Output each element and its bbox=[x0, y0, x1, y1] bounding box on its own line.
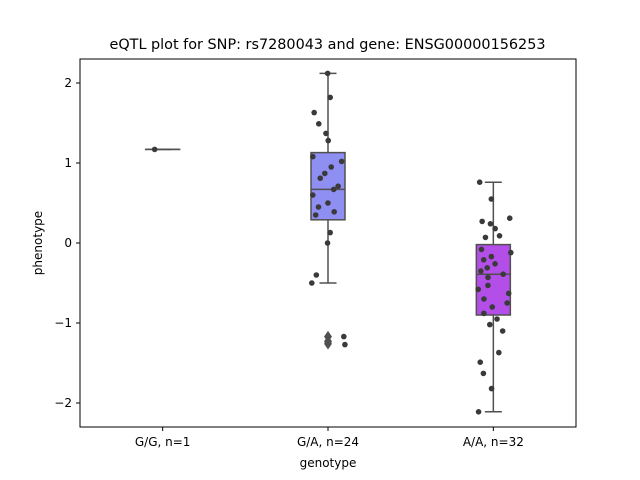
data-point bbox=[508, 249, 514, 256]
data-point bbox=[309, 192, 316, 198]
data-point bbox=[317, 175, 324, 181]
data-point bbox=[321, 170, 328, 177]
data-point bbox=[478, 268, 484, 274]
data-point bbox=[479, 218, 485, 225]
data-point bbox=[311, 109, 317, 116]
data-point bbox=[488, 385, 495, 392]
data-point bbox=[504, 300, 510, 306]
data-point bbox=[312, 212, 319, 218]
data-point bbox=[315, 121, 322, 127]
y-tick-label: 2 bbox=[64, 76, 72, 90]
data-point bbox=[481, 296, 487, 302]
data-point bbox=[505, 290, 512, 297]
data-point bbox=[324, 240, 331, 246]
data-point bbox=[342, 341, 348, 348]
x-axis-label: genotype bbox=[300, 456, 357, 470]
data-point bbox=[327, 94, 333, 101]
data-point bbox=[492, 225, 498, 232]
chart-title: eQTL plot for SNP: rs7280043 and gene: E… bbox=[109, 37, 545, 53]
data-point bbox=[315, 204, 322, 210]
data-point bbox=[477, 359, 484, 366]
data-point bbox=[151, 146, 158, 153]
data-point bbox=[325, 200, 331, 206]
data-point bbox=[341, 333, 347, 340]
data-point bbox=[488, 253, 495, 260]
data-point bbox=[506, 215, 513, 221]
data-point bbox=[478, 246, 485, 253]
data-point bbox=[324, 70, 331, 77]
y-tick-label: −2 bbox=[54, 396, 72, 410]
y-tick-label: 1 bbox=[64, 156, 72, 170]
data-point bbox=[476, 179, 483, 185]
data-point bbox=[499, 328, 506, 334]
outlier-marker bbox=[324, 338, 332, 350]
data-point bbox=[500, 271, 506, 278]
x-tick-label: A/A, n=32 bbox=[463, 435, 524, 449]
data-point bbox=[331, 209, 337, 215]
x-tick-label: G/G, n=1 bbox=[135, 435, 191, 449]
data-point bbox=[338, 158, 345, 165]
data-point bbox=[330, 186, 337, 193]
data-point bbox=[481, 310, 487, 317]
y-axis-label: phenotype bbox=[31, 211, 45, 275]
data-point bbox=[310, 153, 316, 160]
data-point bbox=[492, 261, 498, 267]
data-point bbox=[475, 286, 482, 293]
data-point bbox=[309, 280, 315, 286]
data-point bbox=[488, 196, 495, 202]
data-point bbox=[480, 370, 487, 377]
data-point bbox=[328, 164, 335, 170]
data-point bbox=[487, 221, 494, 227]
data-point bbox=[323, 130, 329, 137]
plot-area: 2 1 0 −1 −2 G/G, n=1 G/A, n=24 A/A, n=32 bbox=[54, 58, 577, 449]
data-point bbox=[313, 272, 320, 278]
data-point bbox=[496, 233, 503, 239]
data-point bbox=[485, 282, 491, 289]
data-point bbox=[494, 316, 500, 322]
x-tick-label: G/A, n=24 bbox=[297, 435, 359, 449]
data-point bbox=[485, 274, 491, 281]
data-point bbox=[496, 349, 502, 356]
data-point bbox=[325, 137, 332, 144]
y-tick-label: −1 bbox=[54, 316, 72, 330]
data-point bbox=[480, 257, 487, 263]
data-point bbox=[489, 304, 496, 310]
data-point bbox=[327, 229, 333, 236]
data-point bbox=[475, 409, 482, 415]
y-tick-label: 0 bbox=[64, 236, 72, 250]
data-point bbox=[482, 234, 489, 241]
data-point bbox=[335, 183, 341, 189]
data-point bbox=[486, 321, 493, 328]
data-point bbox=[484, 265, 491, 271]
